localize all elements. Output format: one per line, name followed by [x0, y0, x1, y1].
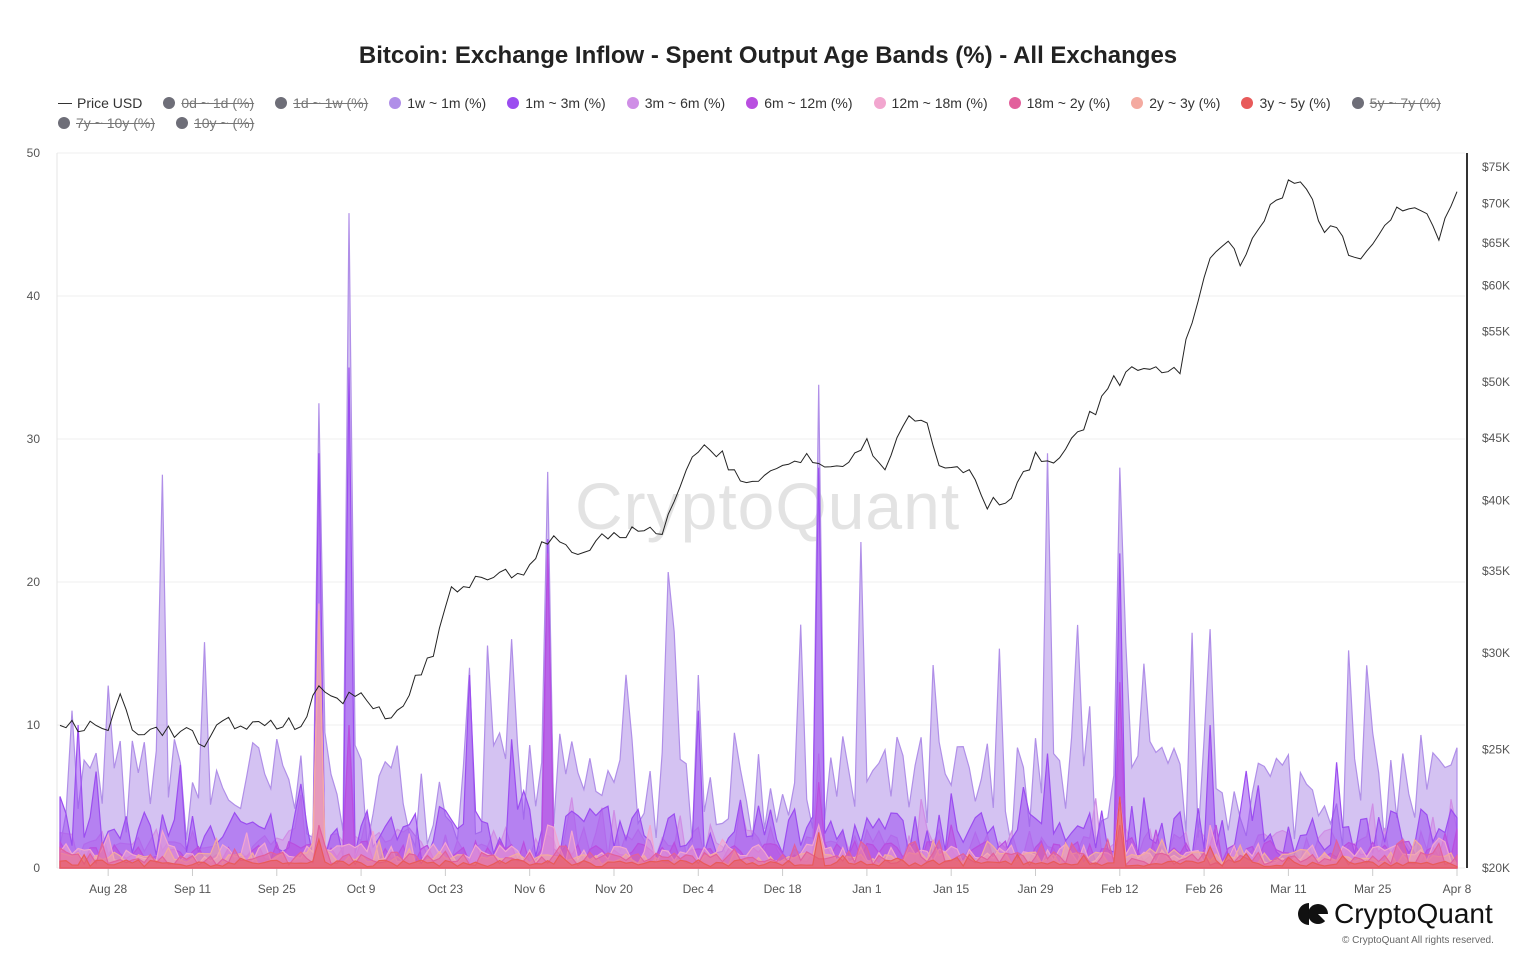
x-tick-label: Aug 28 — [89, 882, 127, 896]
x-tick-label: Nov 20 — [595, 882, 633, 896]
y-tick-label: 30 — [27, 432, 41, 446]
y-tick-label: 50 — [27, 146, 41, 160]
y-right-tick-label: $30K — [1482, 646, 1510, 660]
legend-dot-icon — [163, 97, 176, 109]
x-tick-label: Dec 4 — [683, 882, 715, 896]
legend-dot-icon — [1131, 97, 1144, 109]
legend-label: 12m ~ 18m (%) — [891, 95, 988, 111]
area-series-3y-5y- — [59, 796, 1458, 869]
legend-dot-icon — [389, 97, 402, 109]
legend-item[interactable]: 18m ~ 2y (%) — [1008, 93, 1111, 113]
y-right-tick-label: $55K — [1482, 324, 1510, 338]
legend-label: 1w ~ 1m (%) — [407, 95, 487, 111]
y-right-tick-label: $75K — [1482, 160, 1510, 174]
legend-item[interactable]: 5y ~ 7y (%) — [1351, 93, 1441, 113]
legend-item[interactable]: 1m ~ 3m (%) — [507, 93, 606, 113]
legend-dot-icon — [626, 97, 639, 109]
brand-logo: CryptoQuant — [1298, 898, 1493, 930]
y-tick-label: 10 — [27, 718, 41, 732]
legend-item[interactable]: 6m ~ 12m (%) — [746, 93, 853, 113]
legend: Price USD 0d ~ 1d (%) 1d ~ 1w (%) 1w ~ 1m (… — [58, 93, 1498, 133]
price-usd-line — [59, 179, 1458, 748]
y-right-tick-label: $60K — [1482, 278, 1510, 292]
x-tick-label: Apr 8 — [1443, 882, 1472, 896]
y-right-tick-label: $20K — [1482, 861, 1510, 875]
area-series-1w-1m- — [59, 213, 1458, 869]
legend-item[interactable]: 3m ~ 6m (%) — [626, 93, 726, 113]
legend-label: 10y ~ (%) — [193, 115, 255, 131]
legend-dot-icon — [1351, 97, 1364, 109]
legend-item[interactable]: 1d ~ 1w (%) — [275, 93, 368, 113]
legend-item[interactable]: Price USD — [58, 93, 142, 113]
legend-label: Price USD — [77, 95, 143, 111]
legend-label: 3m ~ 6m (%) — [644, 95, 726, 111]
x-tick-label: Sep 25 — [258, 882, 296, 896]
legend-label: 2y ~ 3y (%) — [1149, 95, 1221, 111]
y-right-tick-label: $25K — [1482, 743, 1510, 757]
x-tick-label: Jan 29 — [1017, 882, 1053, 896]
y-right-tick-label: $35K — [1482, 564, 1510, 578]
legend-item[interactable]: 0d ~ 1d (%) — [163, 93, 254, 113]
legend-dot-icon — [58, 117, 70, 129]
legend-dot-icon — [1008, 97, 1021, 109]
legend-label: 3y ~ 5y (%) — [1259, 95, 1331, 111]
y-right-tick-label: $65K — [1482, 236, 1510, 250]
x-tick-label: Dec 18 — [764, 882, 802, 896]
legend-item[interactable]: 3y ~ 5y (%) — [1241, 93, 1331, 113]
legend-dot-icon — [746, 97, 759, 109]
x-tick-label: Feb 26 — [1185, 882, 1223, 896]
x-tick-label: Mar 25 — [1354, 882, 1392, 896]
legend-item[interactable]: 10y ~ (%) — [175, 113, 255, 133]
x-tick-label: Oct 23 — [428, 882, 464, 896]
legend-dot-icon — [275, 97, 288, 109]
y-tick-label: 40 — [27, 289, 41, 303]
y-right-tick-label: $40K — [1482, 493, 1510, 507]
x-tick-label: Sep 11 — [174, 882, 211, 896]
legend-dot-icon — [507, 97, 520, 109]
brand-name: CryptoQuant — [1334, 898, 1493, 929]
legend-label: 0d ~ 1d (%) — [181, 95, 255, 111]
y-tick-label: 20 — [27, 575, 41, 589]
legend-label: 1d ~ 1w (%) — [293, 95, 369, 111]
legend-dot-icon — [175, 117, 188, 129]
legend-label: 18m ~ 2y (%) — [1026, 95, 1111, 111]
x-tick-label: Jan 15 — [933, 882, 969, 896]
legend-label: 6m ~ 12m (%) — [764, 95, 853, 111]
cryptoquant-logo-icon — [1298, 903, 1328, 925]
y-right-tick-label: $70K — [1482, 197, 1510, 211]
legend-item[interactable]: 1w ~ 1m (%) — [389, 93, 486, 113]
copyright: © CryptoQuant All rights reserved. — [1342, 935, 1494, 946]
legend-line-swatch — [58, 103, 72, 104]
area-series-12m-18m- — [59, 603, 1458, 869]
x-tick-label: Feb 12 — [1101, 882, 1139, 896]
x-tick-label: Nov 6 — [514, 882, 546, 896]
x-tick-label: Jan 1 — [852, 882, 882, 896]
legend-label: 5y ~ 7y (%) — [1369, 95, 1441, 111]
legend-label: 1m ~ 3m (%) — [525, 95, 606, 111]
legend-item[interactable]: 12m ~ 18m (%) — [873, 93, 988, 113]
y-right-tick-label: $45K — [1482, 431, 1510, 445]
legend-label: 7y ~ 10y (%) — [76, 115, 155, 131]
legend-item[interactable]: 7y ~ 10y (%) — [58, 113, 155, 133]
x-tick-label: Oct 9 — [347, 882, 376, 896]
y-tick-label: 0 — [33, 861, 40, 875]
y-right-tick-label: $50K — [1482, 375, 1510, 389]
legend-dot-icon — [1241, 97, 1254, 109]
x-tick-label: Mar 11 — [1270, 882, 1307, 896]
chart-title: Bitcoin: Exchange Inflow - Spent Output … — [358, 42, 1178, 69]
legend-dot-icon — [873, 97, 886, 109]
legend-item[interactable]: 2y ~ 3y (%) — [1131, 93, 1220, 113]
